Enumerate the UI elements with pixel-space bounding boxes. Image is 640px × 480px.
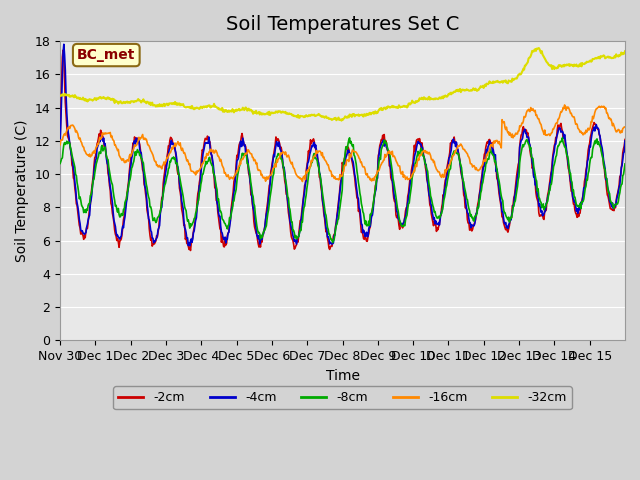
Y-axis label: Soil Temperature (C): Soil Temperature (C) — [15, 120, 29, 262]
Title: Soil Temperatures Set C: Soil Temperatures Set C — [226, 15, 460, 34]
Text: BC_met: BC_met — [77, 48, 136, 62]
Legend: -2cm, -4cm, -8cm, -16cm, -32cm: -2cm, -4cm, -8cm, -16cm, -32cm — [113, 386, 572, 409]
X-axis label: Time: Time — [326, 369, 360, 383]
